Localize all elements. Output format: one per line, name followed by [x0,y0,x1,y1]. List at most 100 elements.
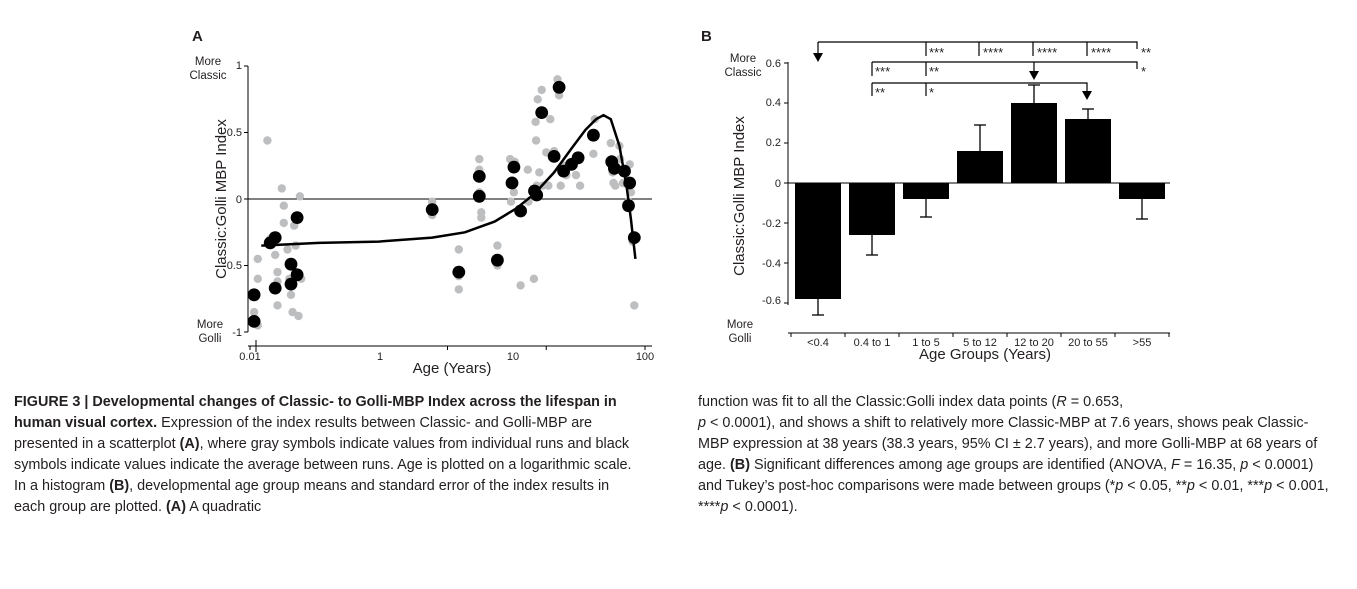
panel-a-gray-point [454,285,463,294]
caption-right-column: function was fit to all the Classic:Goll… [698,392,1338,518]
panel-b-bottom-annotation-2: Golli [728,333,751,345]
caption-text: < 0.0001), and shows a shift to relative… [698,415,1318,473]
panel-a-black-point [608,162,621,175]
panel-a-letter: A [192,28,203,45]
panel-a-black-point [530,188,544,202]
panel-b-bar [1065,119,1111,183]
caption-left-column: FIGURE 3 | Developmental changes of Clas… [14,392,644,518]
sig-label: **** [983,45,1003,60]
stat-symbol: p [1240,457,1249,473]
stat-symbol: p [1264,478,1273,494]
panel-a-gray-point [263,136,272,145]
panel-a-gray-point [294,311,303,321]
panel-a-black-point [452,265,466,279]
panel-a-black-point [290,268,304,282]
panel-a-x-tick: 10 [507,351,519,363]
panel-a-gray-point [295,192,305,201]
panel-b-axes [784,62,1170,337]
panel-b-top-annotation-1: More [730,53,756,65]
panel-ref: (A) [166,499,186,515]
panel-a-gray-point [288,307,297,317]
panel-b-y-tick: -0.6 [762,295,781,307]
panel-b-y-tick: 0.2 [766,137,781,149]
panel-a-gray-point [506,197,516,206]
panel-b-top-annotation-2: Classic [724,67,761,79]
panel-a-gray-point [529,274,539,283]
sig-label: ** [875,85,885,100]
panel-b-x-tick: 12 to 20 [1014,337,1054,349]
panel-a-gray-point [535,168,544,177]
panel-b-y-tick-labels: 0.6 0.4 0.2 0 -0.2 -0.4 -0.6 [762,58,781,307]
panel-a-black-point [284,277,298,291]
panel-b-bottom-annotation-1: More [727,319,753,331]
panel-b-x-tick: >55 [1133,337,1152,349]
panel-a-gray-point [477,213,486,222]
panel-b-x-tick: 20 to 55 [1068,337,1108,349]
panel-a-gray-point [273,267,282,277]
panel-a-top-annotation-1: More [195,56,221,68]
sig-bracket-row3 [871,82,1088,96]
stat-symbol: R [1056,394,1067,410]
caption-text: < 0.0001). [728,499,798,515]
stat-symbol: F [1171,457,1180,473]
panel-a-quadratic-fit-line [261,113,637,260]
figure-title: Developmental changes of Classic- to Gol… [14,394,617,431]
stat-symbol: p [1115,478,1124,494]
sig-label: ** [1141,45,1151,60]
panel-b-x-tick: 5 to 12 [963,337,997,349]
panel-a-gray-point [277,184,286,193]
panel-a-gray-point [271,250,280,260]
panel-ref: (B) [109,478,130,494]
panel-b-y-tick: 0.4 [766,97,781,109]
panel-a-black-point [618,164,631,178]
panel-a-gray-point [606,138,615,148]
sig-arrowhead [1082,91,1092,100]
panel-a-gray-point [533,95,542,104]
panel-a-gray-point [516,281,525,290]
panel-a-gray-point [454,245,463,254]
panel-b-bar [957,151,1003,183]
panel-a-black-point [622,199,635,213]
panel-b-y-tick: 0.6 [766,58,781,70]
panel-a-gray-point [283,245,292,254]
panel-a-gray-point [531,136,541,145]
caption-text: , where gray symbols indicate values fro… [14,436,632,494]
panel-a-black-point [547,150,561,163]
panel-a-x-axis-label: Age (Years) [413,360,492,377]
panel-a-x-tick-labels: 0.01 1 10 100 [239,351,654,363]
panel-a-bottom-annotation-2: Golli [198,333,221,345]
panel-a-gray-point [523,165,532,174]
sig-label: ** [929,64,939,79]
caption-text: < 0.001, **** [698,478,1329,515]
caption-text: A quadratic [186,499,262,515]
panel-a-gray-point [493,241,502,250]
panel-a-black-point [571,151,585,165]
panel-b-x-tick: 0.4 to 1 [854,337,891,349]
panel-ref: (B) [730,457,750,473]
panel-a-gray-point [531,117,540,127]
panel-b-letter: B [701,28,712,45]
panel-b-bars [795,84,1165,316]
panel-a-black-point [268,231,282,245]
panel-a-gray-point [556,181,565,190]
caption-text: = 16.35, [1179,457,1241,473]
caption-paragraph: FIGURE 3 | Developmental changes of Clas… [14,392,644,518]
panel-b-bar [1011,103,1057,183]
sig-label: * [929,85,934,100]
caption-text: , developmental age group means and stan… [14,478,610,515]
caption-text: < 0.05, ** [1123,478,1187,494]
panel-ref: (A) [179,436,200,452]
sig-label: **** [1091,45,1111,60]
panel-a-gray-point [544,181,553,190]
panel-b-y-tick: -0.4 [762,258,781,270]
panel-a-gray-point [509,188,519,197]
sig-label: *** [929,45,944,60]
panel-a-gray-point [286,290,296,299]
panel-a-black-point [623,176,637,190]
panel-b-significance-brackets [817,41,1138,96]
caption-text: < 0.0001) and Tukey’s post-hoc compariso… [698,457,1314,494]
panel-b-y-tick: -0.2 [762,218,781,230]
sig-bracket-row2 [871,61,1138,76]
panel-a-black-point [507,160,521,174]
panel-b-bar-chart: B More Classic More Golli Classic:Golli … [701,28,1170,363]
